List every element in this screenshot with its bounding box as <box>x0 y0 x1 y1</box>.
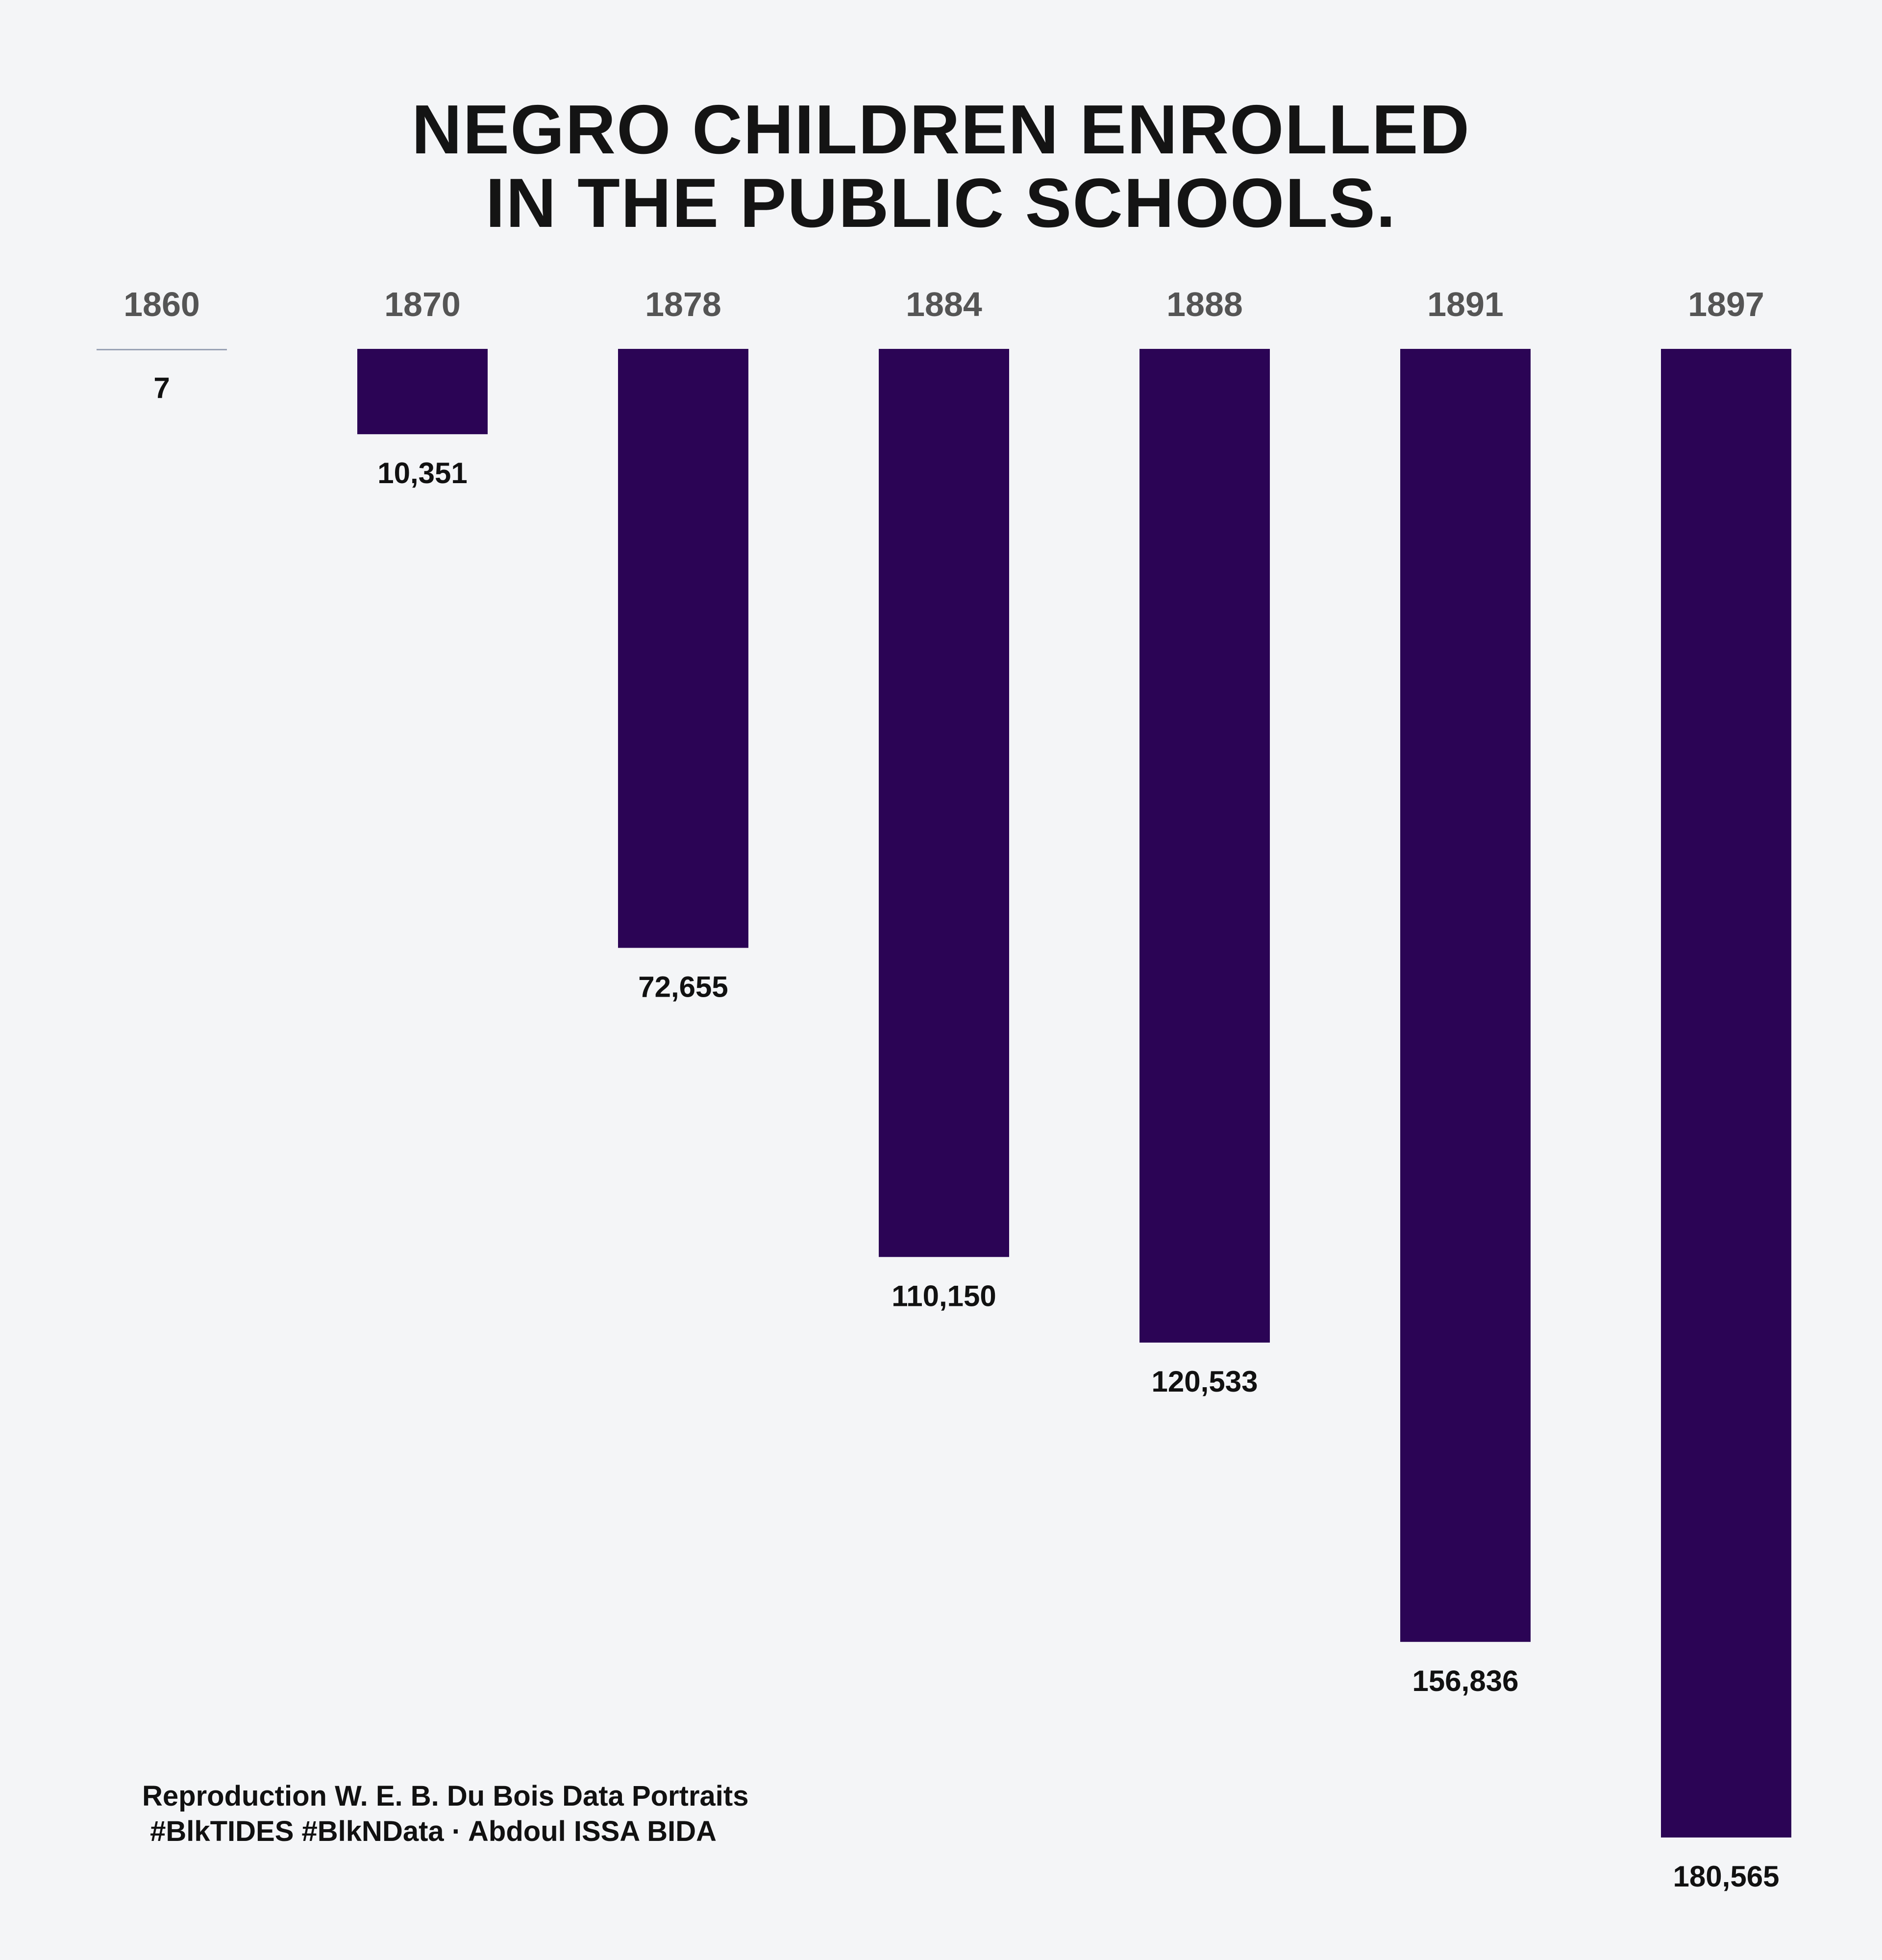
year-label-1870: 1870 <box>384 285 461 323</box>
credit-line-hashtags: #BlkTIDES #BlkNData · Abdoul ISSA BIDA <box>142 1815 717 1847</box>
bar-1897 <box>1661 349 1791 1838</box>
chart-title-line-2: IN THE PUBLIC SCHOOLS. <box>485 164 1397 242</box>
year-label-1860: 1860 <box>124 285 200 323</box>
bar-1891 <box>1400 349 1531 1642</box>
value-label-1897: 180,565 <box>1673 1860 1780 1893</box>
value-label-1870: 10,351 <box>377 457 468 490</box>
credits: Reproduction W. E. B. Du Bois Data Portr… <box>142 1779 748 1849</box>
value-label-1888: 120,533 <box>1152 1365 1258 1398</box>
year-label-1884: 1884 <box>906 285 982 323</box>
bar-1878 <box>618 349 748 948</box>
bar-1870 <box>357 349 488 435</box>
credit-line-reproduction: Reproduction W. E. B. Du Bois Data Portr… <box>142 1780 749 1812</box>
bar-1884 <box>879 349 1009 1257</box>
year-label-1888: 1888 <box>1166 285 1243 323</box>
year-label-1897: 1897 <box>1688 285 1764 323</box>
value-label-1860: 7 <box>153 371 170 404</box>
year-label-1878: 1878 <box>645 285 721 323</box>
value-label-1884: 110,150 <box>891 1279 996 1312</box>
year-label-1891: 1891 <box>1427 285 1504 323</box>
bar-1860 <box>97 349 227 350</box>
chart-title: NEGRO CHILDREN ENROLLED IN THE PUBLIC SC… <box>0 93 1882 240</box>
value-label-1891: 156,836 <box>1412 1665 1519 1697</box>
chart-title-line-1: NEGRO CHILDREN ENROLLED <box>411 91 1471 169</box>
bar-1888 <box>1139 349 1270 1343</box>
value-label-1878: 72,655 <box>638 970 728 1003</box>
